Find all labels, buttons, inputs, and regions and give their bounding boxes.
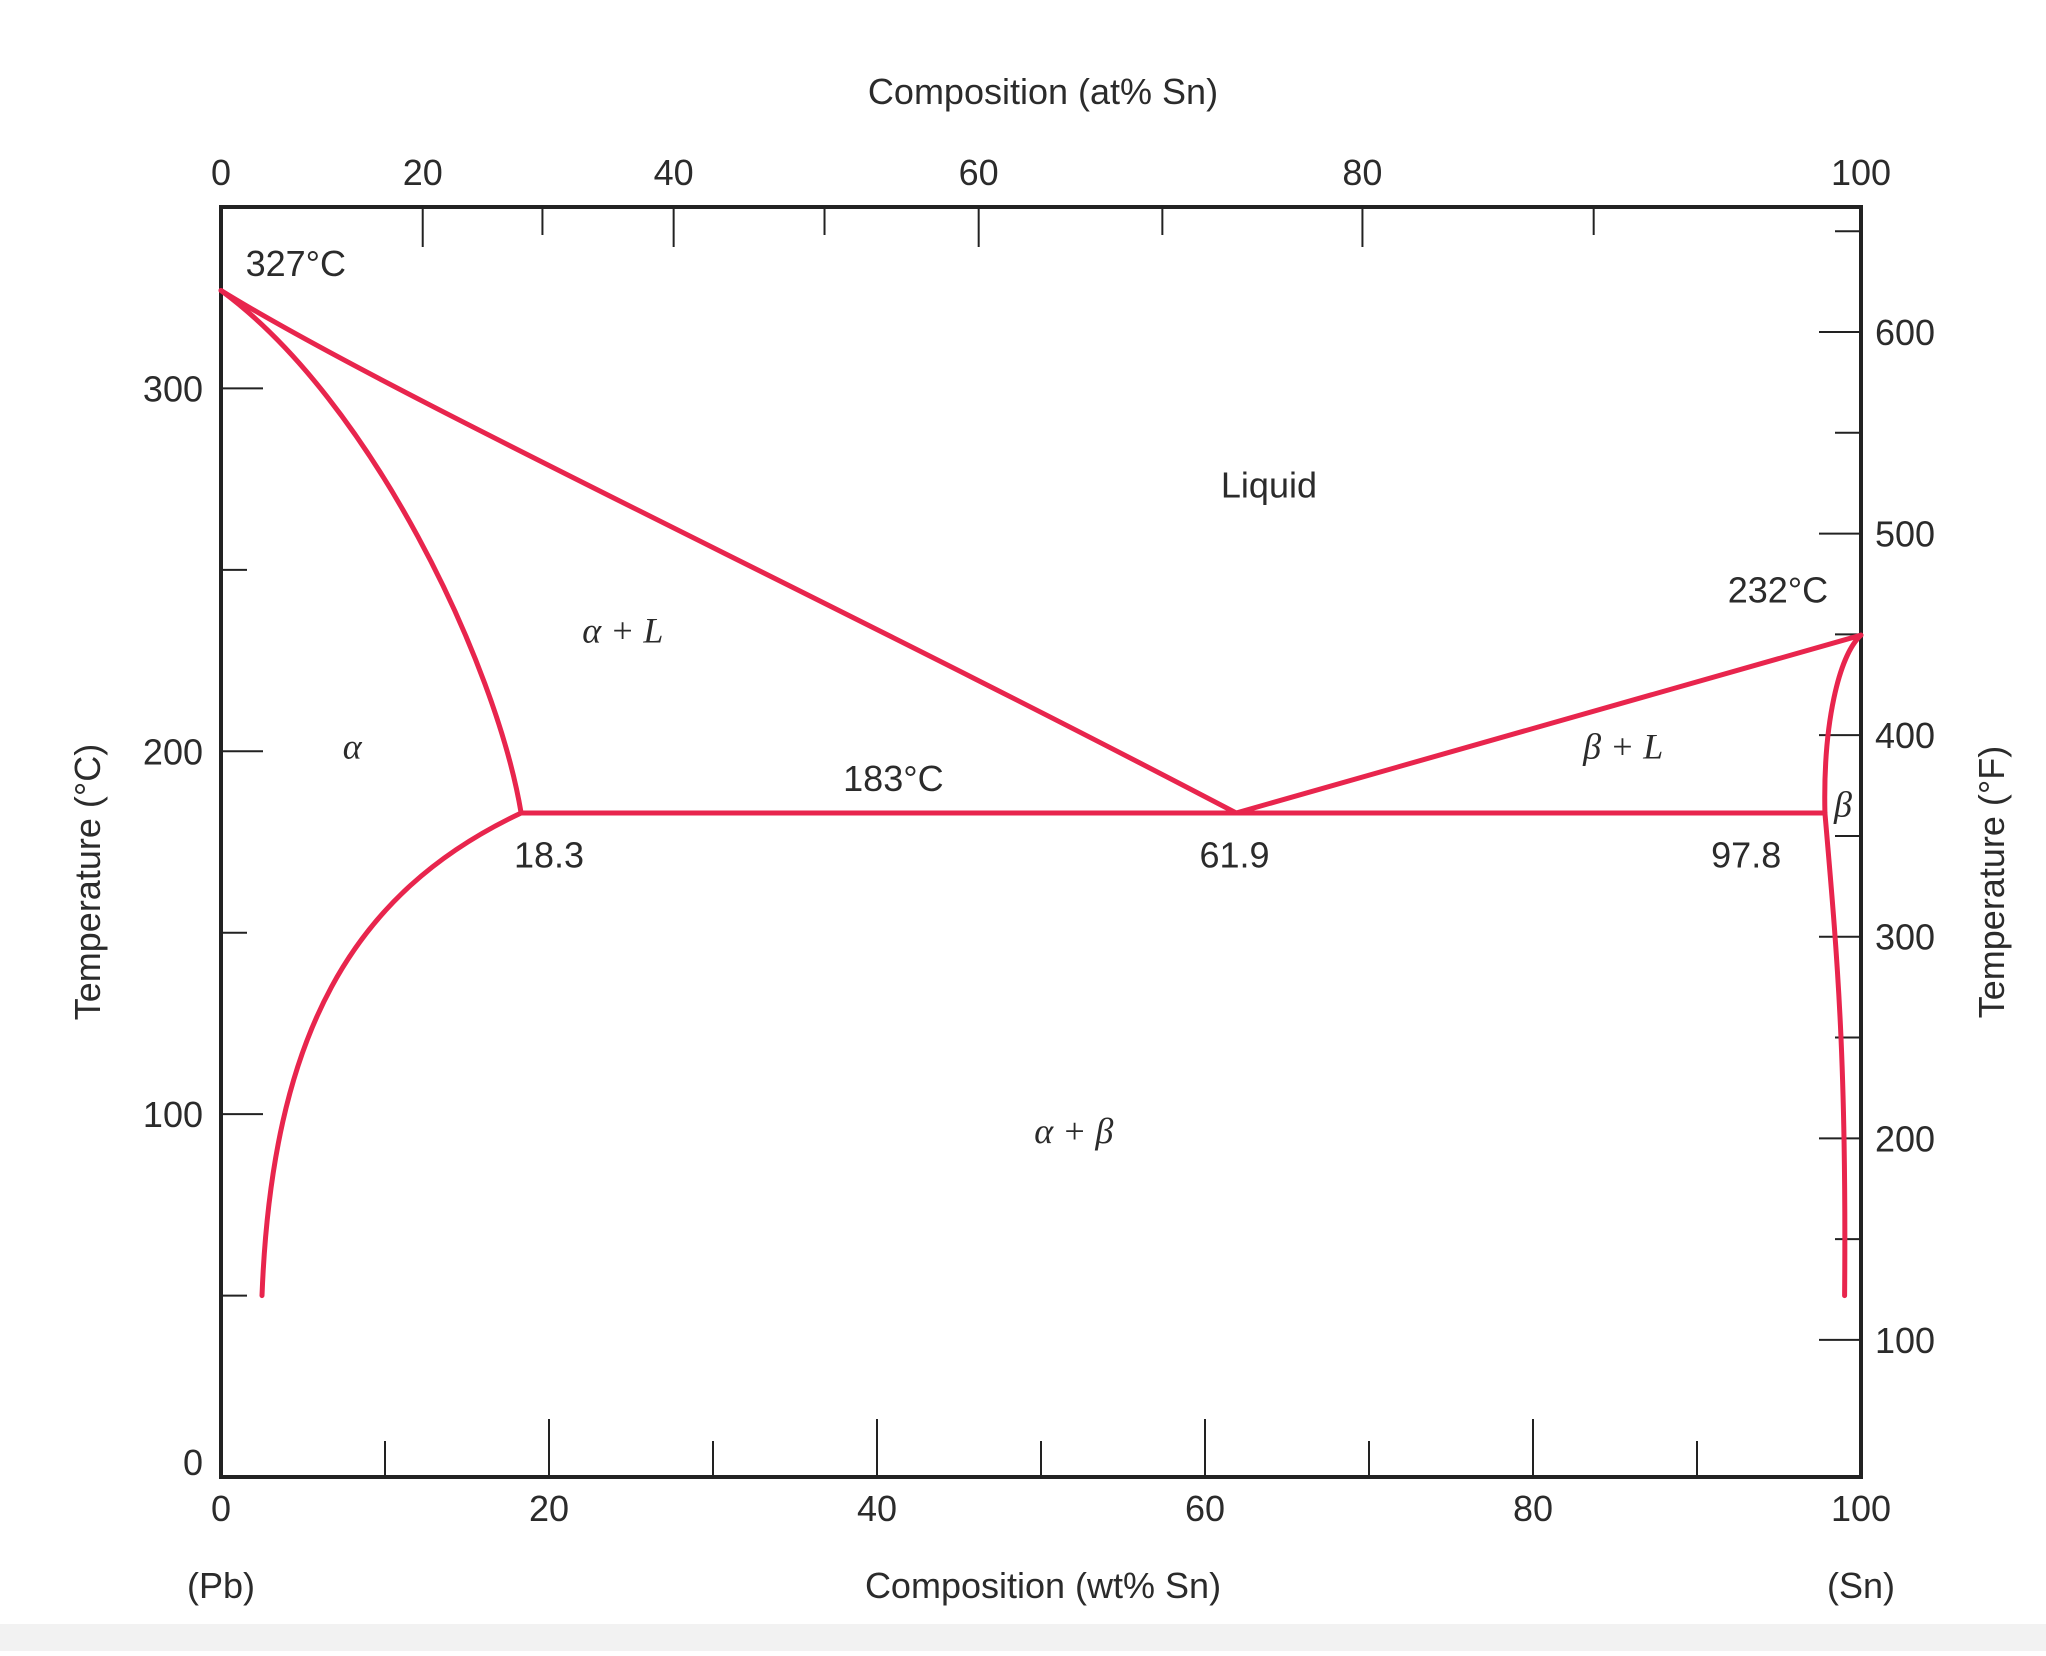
phase-region-label: α + β [1034,1111,1113,1151]
x-top-axis-title: Composition (at% Sn) [868,71,1218,112]
x-top-tick-label: 20 [403,152,443,193]
annotation-label: 61.9 [1199,834,1269,875]
annotation-label: 327°C [246,243,346,284]
x-bottom-axis-title: Composition (wt% Sn) [865,1565,1221,1606]
label-layer: Composition (at% Sn) Composition (wt% Sn)… [67,71,2012,1606]
phase-region-label: β + L [1582,727,1663,767]
x-top-tick-label: 0 [211,152,231,193]
y-right-tick-label: 100 [1875,1320,1935,1361]
y-right-tick-label: 400 [1875,715,1935,756]
x-top-tick-label: 40 [654,152,694,193]
x-bottom-left-end-label: (Pb) [187,1565,255,1606]
phase-boundary-layer [218,287,1864,1299]
y-right-tick-label: 200 [1875,1118,1935,1159]
x-bottom-tick-label: 20 [529,1488,569,1529]
x-bottom-tick-label: 100 [1831,1488,1891,1529]
x-top-tick-label: 60 [959,152,999,193]
y-left-tick-label: 300 [143,368,203,409]
y-right-tick-label: 500 [1875,514,1935,555]
y-right-tick-label: 300 [1875,917,1935,958]
bottom-strip [0,1624,2046,1651]
y-right-axis-title: Temperature (°F) [1971,746,2012,1018]
y-right-tick-label: 600 [1875,312,1935,353]
annotation-label: 18.3 [514,834,584,875]
liquidus-left-curve [218,287,1239,816]
x-bottom-tick-label: 60 [1185,1488,1225,1529]
phase-region-label: β [1833,785,1852,825]
y-left-tick-label: 200 [143,731,203,772]
tick-layer: 0 20 40 60 80 100 0 20 40 60 80 100 0 100 200 300 100 200… [143,152,1935,1529]
phase-region-label: α + L [582,610,663,650]
y-left-tick-label: 0 [183,1442,203,1483]
solidus-beta-curve [1822,632,1864,816]
annotation-label: 232°C [1728,570,1828,611]
x-bottom-tick-label: 0 [211,1488,231,1529]
x-top-tick-label: 100 [1831,152,1891,193]
solvus-alpha-curve [259,810,524,1299]
y-left-tick-label: 100 [143,1094,203,1135]
x-bottom-right-end-label: (Sn) [1827,1565,1895,1606]
x-top-tick-label: 80 [1342,152,1382,193]
x-bottom-tick-label: 80 [1513,1488,1553,1529]
annotation-label: 97.8 [1711,834,1781,875]
phase-region-label: α [343,727,363,767]
phase-region-label: Liquid [1221,464,1317,505]
x-bottom-tick-label: 40 [857,1488,897,1529]
y-left-axis-title: Temperature (°C) [67,744,108,1020]
solvus-beta-curve [1822,810,1848,1299]
liquidus-right-line [1233,632,1864,816]
solidus-alpha-curve [218,287,524,816]
annotation-label: 183°C [843,758,943,799]
